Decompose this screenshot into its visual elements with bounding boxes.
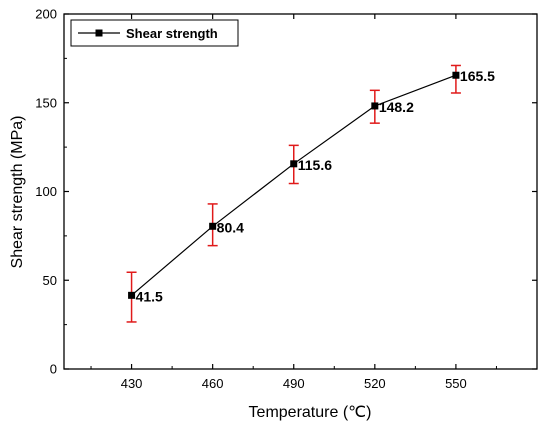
data-label-2: 115.6 (298, 157, 332, 173)
data-point-0 (128, 291, 136, 299)
x-tick-label-3: 520 (364, 376, 386, 391)
legend: Shear strength (70, 19, 239, 47)
y-tick-label-4: 200 (35, 7, 57, 22)
y-axis-title: Shear strength (MPa) (9, 116, 26, 269)
y-tick-label-1: 50 (43, 273, 57, 288)
data-point-2 (290, 160, 298, 168)
x-tick-label-4: 550 (445, 376, 467, 391)
x-tick-label-0: 430 (121, 376, 143, 391)
x-tick-label-2: 490 (283, 376, 305, 391)
x-tick-label-1: 460 (202, 376, 224, 391)
data-label-0: 41.5 (136, 288, 163, 304)
x-axis-title: Temperature (℃) (249, 404, 372, 421)
data-point-3 (371, 102, 379, 110)
y-tick-label-0: 0 (50, 362, 57, 377)
data-label-4: 165.5 (460, 68, 495, 84)
y-tick-label-2: 100 (35, 184, 57, 199)
data-label-3: 148.2 (379, 99, 414, 115)
legend-marker (95, 29, 103, 37)
legend-label: Shear strength (126, 26, 218, 41)
data-label-1: 80.4 (217, 219, 244, 235)
plot-area: 0 50 100 150 200 430 460 490 520 550 41.5 80.4 115.6… (35, 7, 538, 391)
data-point-4 (452, 71, 460, 79)
data-point-1 (209, 222, 217, 230)
y-tick-label-3: 150 (35, 95, 57, 110)
